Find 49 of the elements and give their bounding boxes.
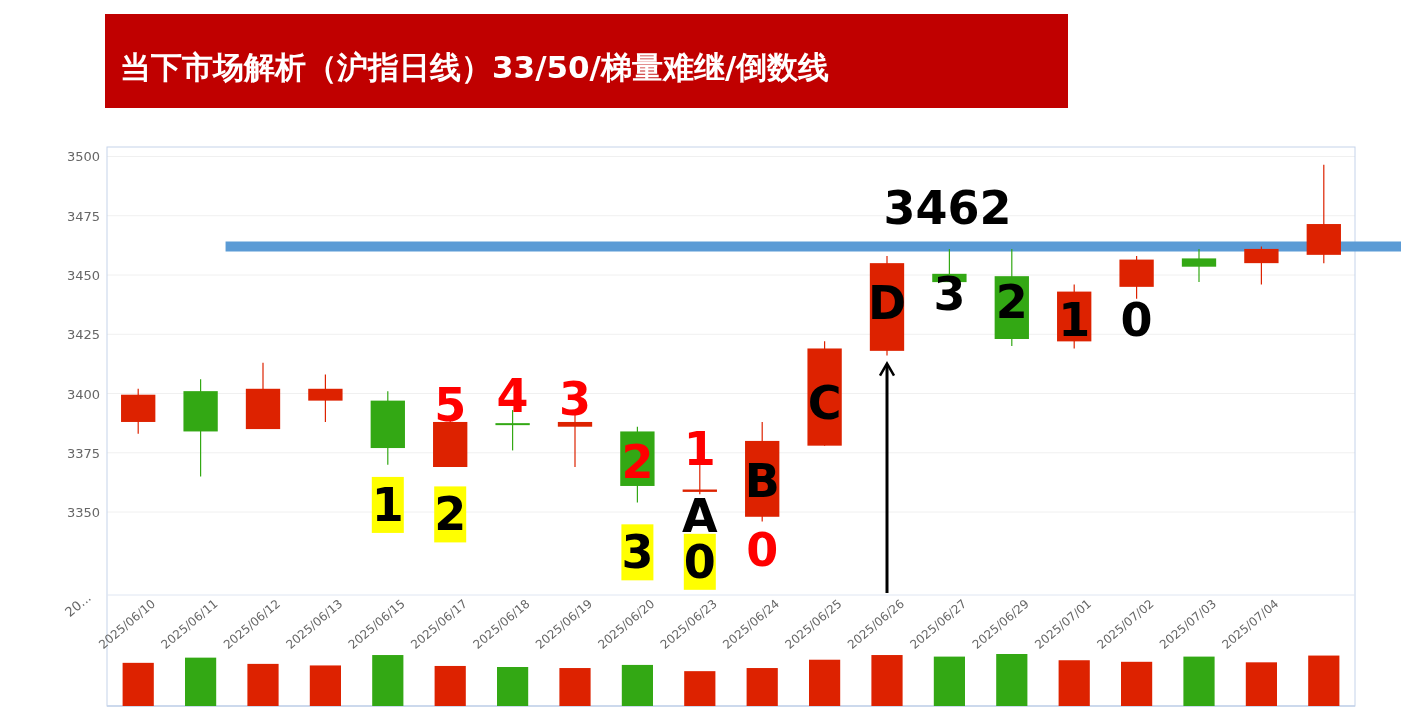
annotation: 2 [995, 275, 1028, 330]
annotation: 1 [683, 422, 716, 477]
annotation: 1 [1058, 293, 1091, 348]
bar [434, 665, 466, 706]
y-tick-label: 3450 [66, 268, 100, 283]
annotation: 3 [558, 372, 592, 427]
bar [559, 668, 591, 706]
bar [621, 664, 653, 706]
annotation: 3 [933, 266, 966, 321]
annotation: 0 [1120, 293, 1153, 348]
annotation: C [807, 376, 842, 430]
annotation: 2 [621, 435, 654, 490]
bar [1121, 661, 1153, 706]
annotation: B [744, 454, 780, 509]
y-tick-label: 3500 [66, 149, 100, 165]
bar [809, 659, 841, 706]
annotation: 1 [371, 477, 404, 532]
bar [1245, 662, 1277, 706]
bar [372, 655, 404, 706]
bar [1058, 660, 1090, 706]
bar [309, 665, 341, 706]
text: 20... [62, 589, 94, 620]
annotation: 2 [434, 487, 467, 542]
bar [1183, 656, 1215, 706]
bar [185, 657, 217, 706]
annotation: 5 [434, 378, 467, 433]
annotation: D [867, 276, 907, 331]
bar [746, 668, 778, 706]
bar [871, 655, 903, 706]
bar [684, 671, 716, 706]
ref-line-label: 3462 [883, 180, 1012, 235]
annotation: 4 [496, 368, 529, 423]
annotation: 3 [621, 525, 654, 580]
chart-title: 当下市场解析（沪指日线）33/50/梯量难继/倒数线 [120, 49, 830, 85]
annotation: 0 [683, 534, 716, 589]
bar [996, 654, 1028, 706]
candlestick [1181, 248, 1217, 283]
y-tick-label: 3475 [66, 208, 100, 224]
y-tick-label: 3400 [66, 386, 100, 402]
bar [1308, 655, 1340, 706]
y-tick-label: 3425 [66, 327, 100, 343]
bar [247, 663, 279, 706]
y-tick-label: 3350 [66, 505, 100, 521]
bar [122, 662, 154, 706]
annotation: 0 [746, 522, 779, 577]
bar [933, 656, 965, 706]
y-tick-label: 3375 [66, 445, 100, 461]
bar [497, 667, 529, 706]
candlestick [557, 414, 593, 468]
